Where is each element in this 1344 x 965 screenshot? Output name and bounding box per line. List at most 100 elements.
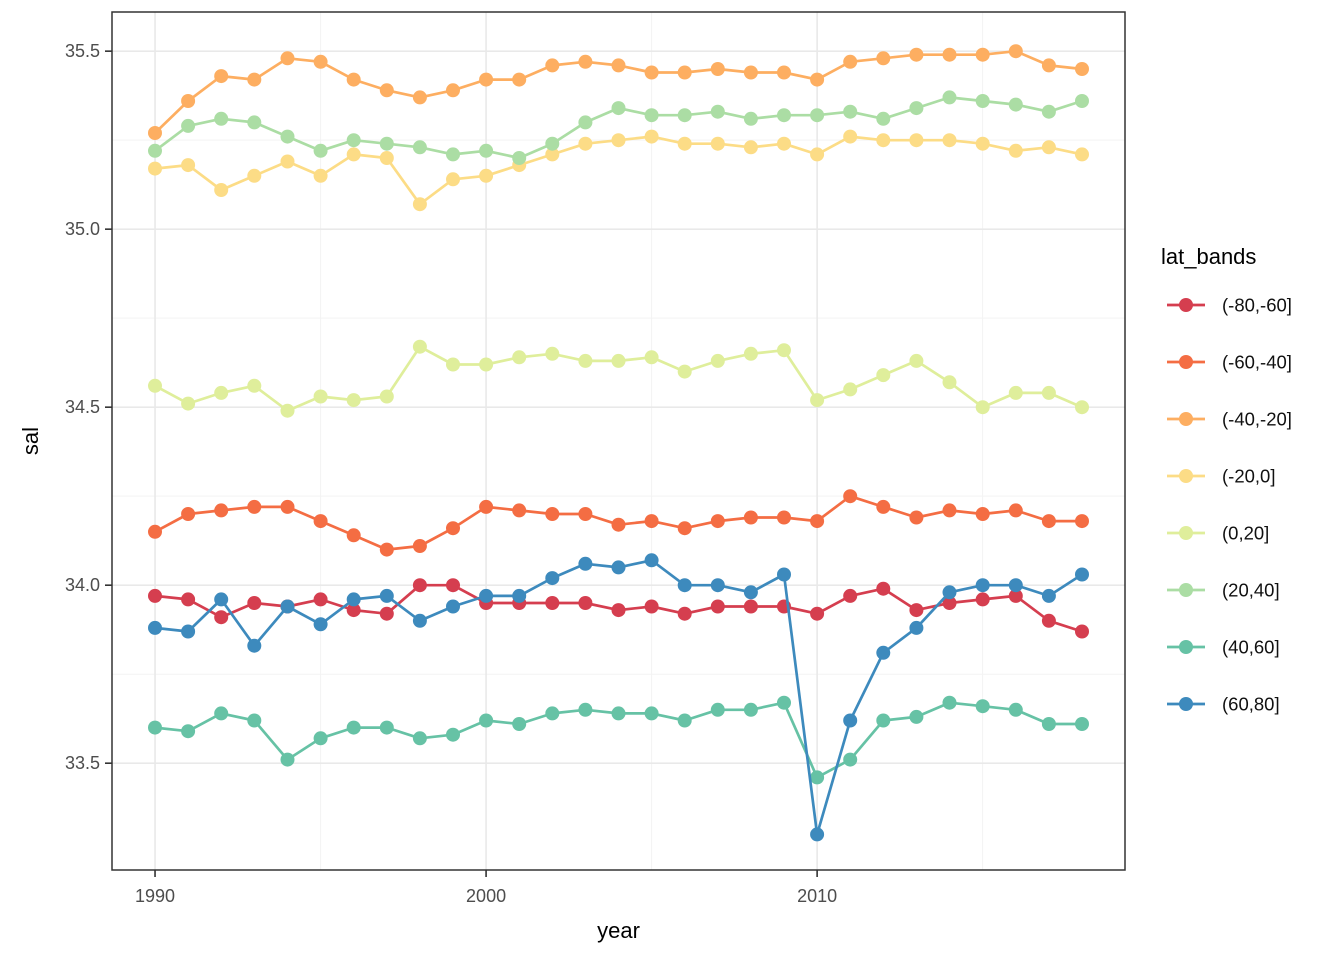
data-point-(-60,-40]-2011: [843, 489, 858, 504]
data-point-(-80,-60]-2011: [843, 588, 858, 603]
data-point-(-80,-60]-2006: [677, 606, 692, 621]
data-point-(40,60]-1997: [379, 720, 394, 735]
data-point-(40,60]-1991: [181, 724, 196, 739]
data-point-(-20,0]-1995: [313, 168, 328, 183]
data-point-(40,60]-2008: [743, 702, 758, 717]
data-point-(60,80]-2004: [611, 560, 626, 575]
data-point-(-40,-20]-1993: [247, 72, 262, 87]
data-point-(60,80]-2010: [810, 827, 825, 842]
data-point-(20,40]-2010: [810, 108, 825, 123]
y-axis-title: sal: [18, 427, 43, 455]
data-point-(20,40]-2012: [876, 111, 891, 126]
data-point-(20,40]-2018: [1075, 94, 1089, 108]
data-point-(0,20]-2016: [1008, 385, 1023, 400]
data-point-(60,80]-2009: [777, 567, 791, 582]
data-point-(-60,-40]-2002: [545, 507, 560, 521]
data-point-(20,40]-2017: [1041, 104, 1056, 119]
legend-key-point: [1179, 640, 1193, 654]
data-point-(-20,0]-2017: [1041, 140, 1056, 155]
data-point-(-40,-20]-2005: [644, 65, 659, 80]
data-point-(60,80]-1994: [280, 599, 295, 614]
data-point-(-40,-20]-2013: [909, 47, 924, 62]
legend-item-(-20,0]: (-20,0]: [1167, 466, 1275, 487]
legend-title: lat_bands: [1161, 244, 1256, 269]
data-point-(40,60]-2010: [810, 770, 825, 785]
data-point-(20,40]-2000: [479, 143, 494, 158]
data-point-(60,80]-2011: [843, 713, 858, 728]
data-point-(40,60]-1998: [412, 731, 427, 746]
data-point-(60,80]-1997: [379, 588, 394, 603]
data-point-(60,80]-1992: [214, 592, 229, 607]
legend-key-point: [1179, 412, 1193, 426]
data-point-(20,40]-1993: [247, 115, 262, 130]
data-point-(-20,0]-1990: [148, 161, 162, 176]
data-point-(-20,0]-2013: [909, 133, 924, 148]
data-point-(-60,-40]-2004: [611, 517, 626, 532]
data-point-(0,20]-1993: [247, 378, 262, 393]
data-point-(20,40]-1995: [313, 143, 328, 158]
data-point-(0,20]-1991: [181, 396, 196, 411]
data-point-(40,60]-2011: [843, 752, 858, 767]
data-point-(60,80]-2006: [677, 578, 692, 593]
data-point-(-60,-40]-2007: [710, 514, 725, 529]
x-tick-label: 2000: [466, 886, 506, 906]
data-point-(-20,0]-1999: [446, 172, 460, 187]
data-point-(-80,-60]-2003: [578, 596, 593, 610]
legend-key-point: [1179, 583, 1193, 597]
data-point-(60,80]-2000: [479, 588, 494, 603]
data-point-(-20,0]-2004: [611, 133, 626, 148]
data-point-(0,20]-2012: [876, 368, 891, 383]
data-point-(60,80]-1999: [446, 599, 460, 614]
data-point-(-20,0]-2010: [810, 147, 825, 162]
data-point-(-80,-60]-2013: [909, 603, 924, 618]
data-point-(-60,-40]-2009: [777, 510, 791, 525]
data-point-(-40,-20]-1996: [346, 72, 361, 87]
data-point-(40,60]-2009: [777, 695, 791, 710]
data-point-(-20,0]-2015: [975, 136, 990, 151]
data-point-(20,40]-2002: [545, 136, 560, 151]
data-point-(-20,0]-2008: [743, 140, 758, 155]
data-point-(-20,0]-2014: [942, 133, 957, 148]
data-point-(-60,-40]-1993: [247, 499, 262, 514]
data-point-(-20,0]-1994: [280, 154, 295, 169]
data-point-(-40,-20]-2001: [512, 72, 527, 87]
data-point-(0,20]-2003: [578, 353, 593, 368]
data-point-(20,40]-2007: [710, 104, 725, 119]
data-point-(0,20]-2005: [644, 350, 659, 365]
data-point-(0,20]-1994: [280, 403, 295, 418]
y-tick-label: 35.0: [65, 219, 100, 239]
data-point-(-20,0]-2000: [479, 168, 494, 183]
data-point-(60,80]-1995: [313, 617, 328, 632]
data-point-(-60,-40]-2018: [1075, 514, 1089, 529]
data-point-(60,80]-2015: [975, 578, 990, 593]
data-point-(-60,-40]-1995: [313, 514, 328, 529]
data-point-(-60,-40]-2017: [1041, 514, 1056, 529]
data-point-(-40,-20]-1997: [379, 83, 394, 98]
data-point-(0,20]-2010: [810, 393, 825, 408]
data-point-(60,80]-2012: [876, 645, 891, 660]
data-point-(0,20]-2004: [611, 353, 626, 368]
data-point-(60,80]-2014: [942, 585, 957, 600]
data-point-(-20,0]-2009: [777, 136, 791, 151]
y-tick-label: 33.5: [65, 753, 100, 773]
data-point-(-80,-60]-2010: [810, 606, 825, 621]
data-point-(-40,-20]-2000: [479, 72, 494, 87]
data-point-(-80,-60]-1996: [346, 603, 361, 618]
data-point-(20,40]-2001: [512, 151, 527, 165]
data-point-(40,60]-2001: [512, 717, 527, 731]
data-point-(0,20]-1999: [446, 357, 460, 372]
data-point-(-40,-20]-1990: [148, 126, 162, 140]
legend-key-point: [1179, 355, 1193, 369]
data-point-(-60,-40]-2010: [810, 514, 825, 529]
data-point-(0,20]-2014: [942, 375, 957, 390]
data-point-(-80,-60]-2012: [876, 581, 891, 596]
legend-item-(60,80]: (60,80]: [1167, 694, 1280, 715]
data-point-(-60,-40]-2005: [644, 514, 659, 529]
legend-label: (-20,0]: [1222, 466, 1275, 487]
data-point-(40,60]-2000: [479, 713, 494, 728]
data-point-(60,80]-1991: [181, 624, 196, 639]
data-point-(40,60]-2015: [975, 699, 990, 714]
data-point-(-40,-20]-2015: [975, 47, 990, 62]
data-point-(40,60]-1995: [313, 731, 328, 746]
data-point-(-20,0]-1991: [181, 158, 196, 173]
